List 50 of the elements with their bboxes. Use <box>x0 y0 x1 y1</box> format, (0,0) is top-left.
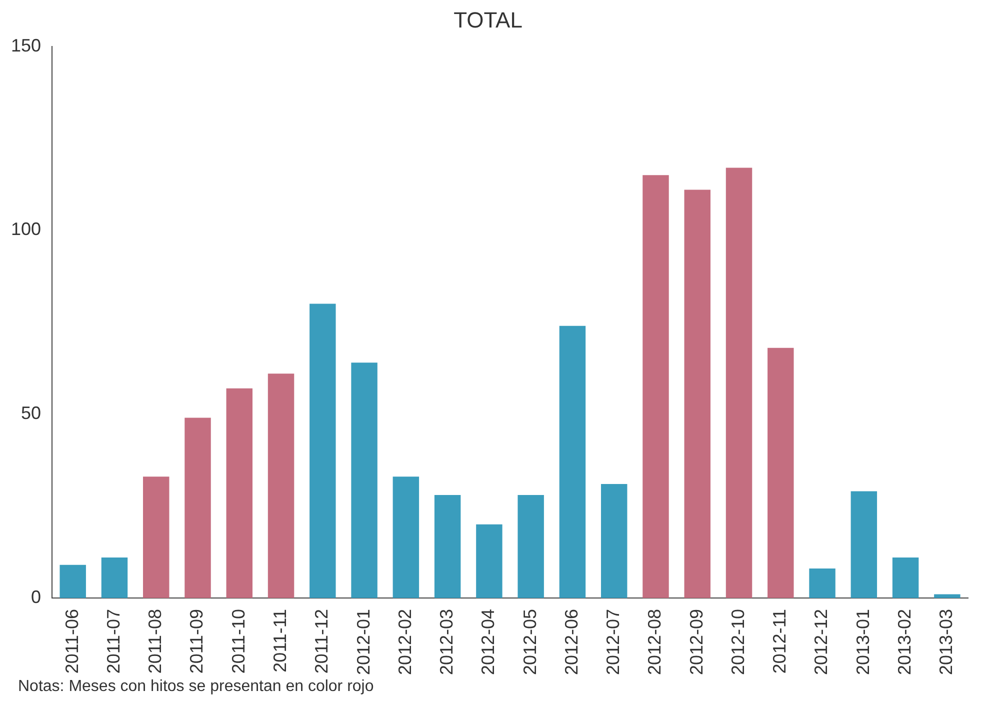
bar <box>768 348 794 598</box>
x-tick-label: 2012-02 <box>394 608 415 676</box>
x-tick-label: 2013-02 <box>894 608 915 676</box>
x-tick-label: 2012-08 <box>644 608 665 676</box>
bar <box>434 494 461 598</box>
bar <box>600 484 628 598</box>
y-tick-label: 0 <box>31 586 42 607</box>
bar <box>934 594 960 598</box>
y-tick-label: 150 <box>10 35 42 56</box>
bar <box>518 494 544 598</box>
bar <box>60 564 86 598</box>
x-tick-label: 2012-01 <box>353 608 374 676</box>
x-tick-label: 2012-07 <box>603 608 624 676</box>
x-tick-label: 2012-03 <box>436 608 457 676</box>
bar <box>726 168 752 598</box>
bar <box>892 557 919 598</box>
bar <box>226 388 253 598</box>
bar <box>850 491 878 598</box>
bar <box>559 326 586 598</box>
bar <box>143 476 170 598</box>
x-tick-label: 2011-07 <box>103 608 124 674</box>
bar <box>268 374 294 598</box>
x-tick-label: 2013-03 <box>936 608 956 676</box>
x-tick-label: 2012-11 <box>770 608 790 674</box>
bar <box>184 418 211 598</box>
x-tick-label: 2013-01 <box>852 608 873 676</box>
bar <box>101 557 128 598</box>
text: Notas: Meses con hitos se presentan en color rojo <box>18 678 375 696</box>
x-tick-label: 2012-05 <box>520 608 540 676</box>
chart-title: TOTAL <box>454 7 522 32</box>
y-tick-label: 100 <box>10 219 42 240</box>
x-tick-label: 2011-09 <box>186 608 207 674</box>
x-tick-label: 2011-06 <box>62 608 82 674</box>
x-tick-label: 2011-08 <box>145 608 166 674</box>
bar <box>476 524 502 598</box>
bar <box>684 190 710 598</box>
bar <box>392 476 420 598</box>
bar <box>809 568 836 598</box>
x-tick-label: 2012-12 <box>811 608 832 676</box>
x-tick-label: 2012-10 <box>728 608 748 676</box>
bar <box>351 362 378 598</box>
bar <box>642 175 669 598</box>
x-tick-label: 2011-11 <box>270 608 290 672</box>
x-tick-label: 2011-12 <box>312 608 332 674</box>
x-tick-label: 2012-06 <box>561 608 582 676</box>
x-tick-label: 2011-10 <box>228 608 248 674</box>
x-tick-label: 2012-09 <box>686 608 706 676</box>
y-tick-label: 50 <box>21 403 42 424</box>
bar <box>310 304 336 598</box>
x-tick-label: 2012-04 <box>478 608 498 676</box>
